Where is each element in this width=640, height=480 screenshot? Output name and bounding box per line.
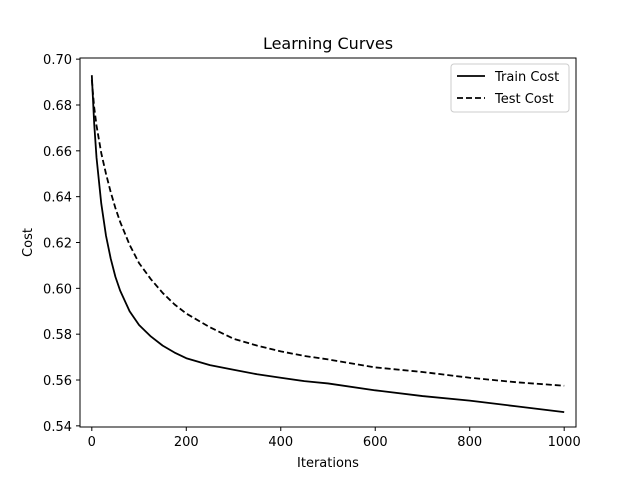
- y-tick-label: 0.64: [43, 191, 72, 206]
- legend-label: Test Cost: [494, 92, 554, 107]
- y-tick-label: 0.70: [43, 53, 72, 68]
- x-tick-label: 400: [268, 435, 293, 450]
- plot-area: 0 200 400 600 800 1000 0.54 0.56 0.58 0.60 0.62 0.6…: [43, 53, 581, 450]
- series-line-train-cost: [90, 75, 565, 413]
- x-tick-label: 800: [457, 435, 482, 450]
- x-tick-label: 200: [174, 435, 199, 450]
- y-tick-label: 0.62: [43, 237, 72, 252]
- y-tick-label: 0.60: [43, 282, 72, 297]
- chart-title: Learning Curves: [263, 34, 393, 53]
- x-tick-label: 600: [363, 435, 388, 450]
- series-line-test-cost: [90, 79, 565, 387]
- y-tick-label: 0.58: [43, 328, 72, 343]
- x-axis-label: Iterations: [297, 456, 359, 471]
- y-tick-label: 0.56: [43, 374, 72, 389]
- y-axis-label: Cost: [21, 228, 36, 257]
- x-tick-label: 0: [88, 435, 96, 450]
- y-tick-label: 0.54: [43, 420, 72, 435]
- plot-frame: [79, 57, 577, 428]
- y-tick-label: 0.66: [43, 145, 72, 160]
- legend: Train Cost Test Cost: [450, 63, 570, 113]
- legend-label: Train Cost: [494, 70, 559, 85]
- y-tick-label: 0.68: [43, 99, 72, 114]
- x-tick-label: 1000: [548, 435, 581, 450]
